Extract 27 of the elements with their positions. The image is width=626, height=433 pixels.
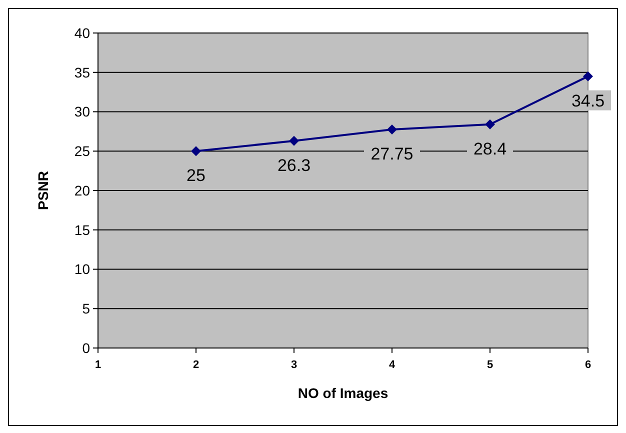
point [387, 124, 397, 134]
point [289, 136, 299, 146]
point [485, 119, 495, 130]
y-tick-label: 0 [82, 340, 90, 356]
data-label: 26.3 [277, 156, 311, 175]
point [583, 71, 593, 82]
y-tick-label: 10 [74, 261, 90, 278]
y-tick-label: 40 [74, 24, 90, 41]
y-tick-label: 15 [74, 222, 90, 238]
y-tick-label: 30 [74, 104, 90, 120]
x-tick-label: 5 [486, 359, 494, 371]
y-axis-title: PSNR [35, 171, 51, 210]
data-label: 34.5 [571, 91, 605, 110]
data-label: 28.4 [473, 139, 507, 158]
y-tick-label: 5 [82, 300, 90, 317]
x-tick-label: 3 [290, 359, 298, 371]
x-tick-label: 2 [192, 359, 200, 371]
data-label: 27.75 [370, 144, 414, 164]
point [191, 146, 201, 156]
y-tick-label: 20 [74, 182, 90, 198]
y-tick-label: 35 [74, 64, 90, 80]
x-axis-title: NO of Images [298, 385, 388, 401]
data-label: 25 [186, 166, 206, 186]
y-tick-label: 25 [74, 143, 90, 160]
x-tick-label: 6 [584, 359, 592, 371]
x-tick-label: 4 [388, 359, 396, 371]
x-tick-label: 1 [94, 359, 102, 371]
